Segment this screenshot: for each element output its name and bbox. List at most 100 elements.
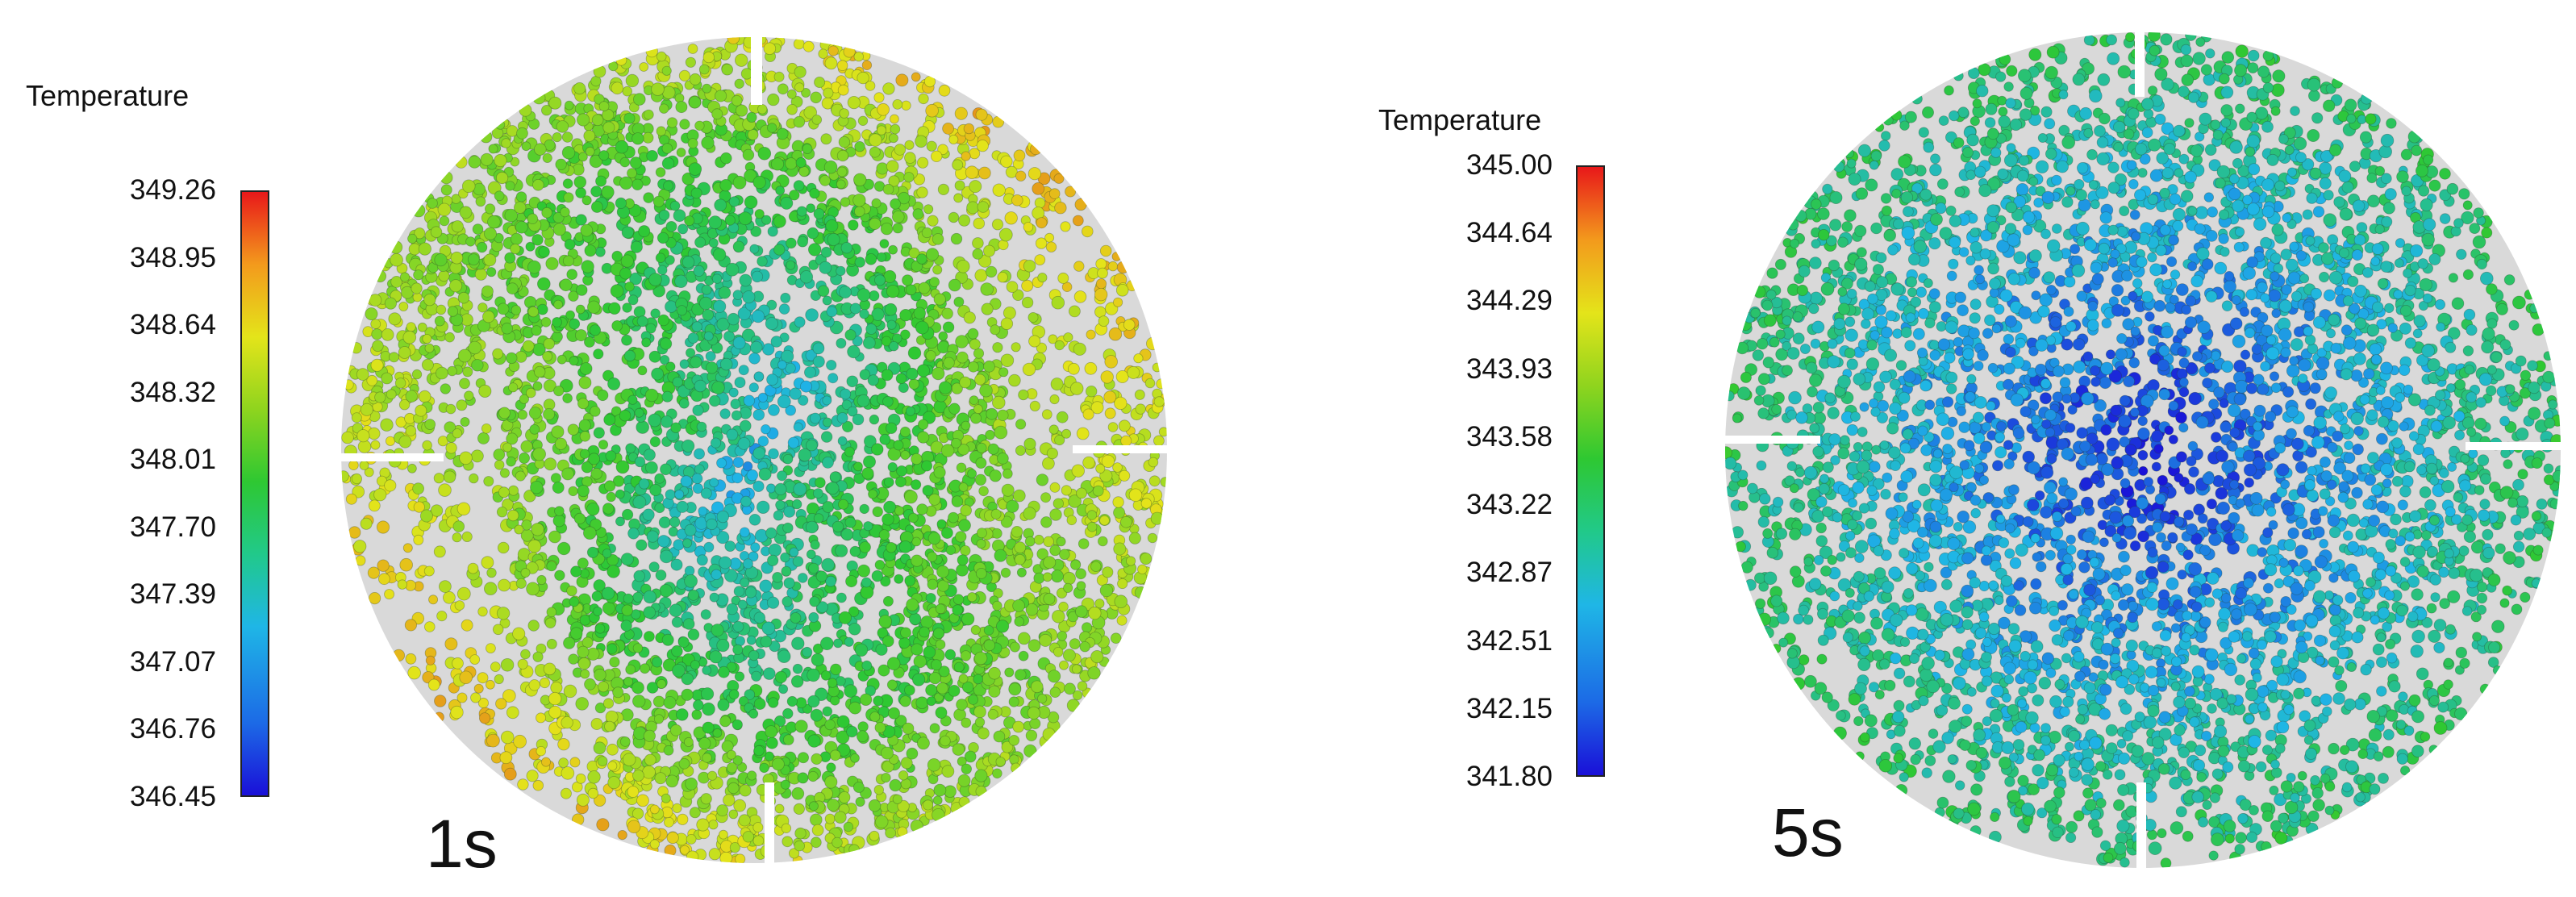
particle [920, 615, 934, 629]
particle [615, 460, 630, 474]
particle [392, 649, 406, 662]
particle [810, 540, 820, 550]
particle [643, 729, 657, 742]
particle [1033, 572, 1045, 584]
particle [882, 183, 894, 195]
particle [1025, 729, 1038, 742]
particle [813, 208, 825, 219]
particle [1094, 288, 1108, 302]
particle [1076, 487, 1087, 499]
particle [560, 207, 570, 218]
particle [945, 544, 957, 556]
particle [486, 679, 495, 690]
particle [915, 135, 927, 148]
particle [916, 186, 928, 198]
particle [961, 612, 975, 626]
particle [818, 48, 828, 59]
particle [411, 203, 426, 218]
particle [857, 115, 869, 127]
particle [942, 321, 955, 333]
particle [735, 636, 745, 647]
particle [602, 369, 615, 382]
particle [879, 433, 891, 445]
particle [411, 369, 423, 380]
particle [452, 657, 464, 670]
particle [1006, 281, 1019, 294]
particle [819, 261, 832, 274]
particle [625, 664, 636, 675]
particle [806, 203, 816, 214]
particle [483, 582, 498, 595]
colorbar-tick-label: 348.95 [129, 241, 216, 273]
particle [1103, 390, 1117, 404]
particle [1102, 566, 1114, 578]
particle [990, 508, 1002, 519]
particle [461, 531, 473, 543]
particle [678, 398, 690, 409]
particle [554, 437, 568, 450]
particle [646, 682, 659, 694]
particle [848, 219, 859, 231]
colorbar-tick-label: 348.01 [129, 444, 216, 476]
particle [1107, 261, 1119, 272]
particle [676, 148, 686, 157]
particle [850, 753, 860, 763]
particle [719, 851, 733, 863]
particle [844, 516, 857, 528]
particle [1992, 460, 2004, 472]
particle [637, 365, 648, 376]
particle [836, 337, 847, 348]
particle [742, 831, 755, 843]
particle [780, 292, 791, 303]
particle [977, 166, 991, 180]
particle [981, 302, 994, 315]
particle [657, 232, 669, 244]
particle [973, 404, 983, 415]
particle [711, 273, 723, 284]
particle [665, 220, 677, 232]
particle [492, 624, 504, 636]
particle [598, 101, 610, 112]
particle [844, 329, 857, 341]
particle [568, 486, 578, 497]
particle [589, 324, 602, 336]
particle [511, 305, 522, 315]
particle [1062, 571, 1076, 586]
particle [456, 399, 468, 411]
particle [775, 186, 786, 196]
particle [483, 476, 494, 487]
particle [553, 299, 563, 310]
particle [1036, 474, 1049, 486]
particle [370, 440, 381, 450]
particle [936, 682, 948, 695]
particle [627, 820, 641, 834]
particle [678, 69, 691, 82]
particle [757, 104, 768, 115]
particle [761, 424, 771, 435]
particle [1135, 403, 1146, 415]
particle [766, 596, 780, 609]
particle [490, 661, 501, 672]
particle [587, 770, 601, 784]
particle [368, 591, 381, 605]
particle [812, 342, 825, 355]
particle [881, 369, 894, 382]
particle [675, 708, 689, 721]
particle [708, 848, 721, 861]
particle [760, 636, 773, 648]
particle [536, 574, 547, 586]
particle [753, 745, 765, 757]
particle [1148, 475, 1161, 487]
particle [644, 388, 659, 403]
particle [808, 243, 822, 257]
particle [708, 215, 723, 230]
particle [992, 183, 1006, 197]
particle [813, 513, 824, 524]
particle [742, 148, 755, 161]
particle [902, 722, 915, 735]
particle [975, 108, 988, 121]
particle [430, 226, 443, 239]
particle [569, 757, 581, 768]
particle [974, 717, 986, 728]
particle [543, 338, 556, 350]
